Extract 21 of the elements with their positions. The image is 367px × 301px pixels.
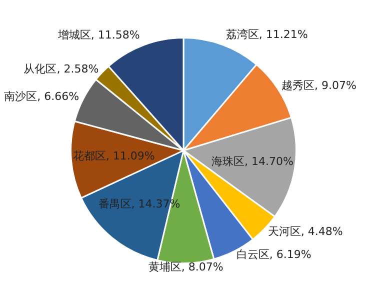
data-label: , 6.19% <box>269 248 312 262</box>
data-label: , 4.48% <box>300 224 343 238</box>
data-label: , 6.66% <box>37 90 80 104</box>
slice-label: 从化区 <box>24 62 57 76</box>
data-label: , 11.58% <box>90 28 140 42</box>
slice-label: 海珠区 <box>211 154 244 168</box>
slice-label: 花都区 <box>72 149 106 162</box>
slice-label: 番禺区 <box>98 197 132 210</box>
data-label: , 2.58% <box>56 62 99 76</box>
data-label: , 11.21% <box>258 28 308 42</box>
slice-label: 天河区 <box>268 224 301 238</box>
data-label: , 11.09% <box>106 149 155 162</box>
slice-label: 荔湾区 <box>226 28 259 42</box>
data-label: , 8.07% <box>181 260 224 274</box>
slice-label: 白云区 <box>236 248 270 262</box>
data-label: , 9.07% <box>314 78 356 92</box>
slice-label: 南沙区 <box>4 90 38 104</box>
slice-label: 越秀区 <box>281 78 314 92</box>
data-label: , 14.70% <box>244 154 294 168</box>
slice-label: 黄埔区 <box>148 260 182 274</box>
slice-label: 增城区 <box>56 28 91 42</box>
